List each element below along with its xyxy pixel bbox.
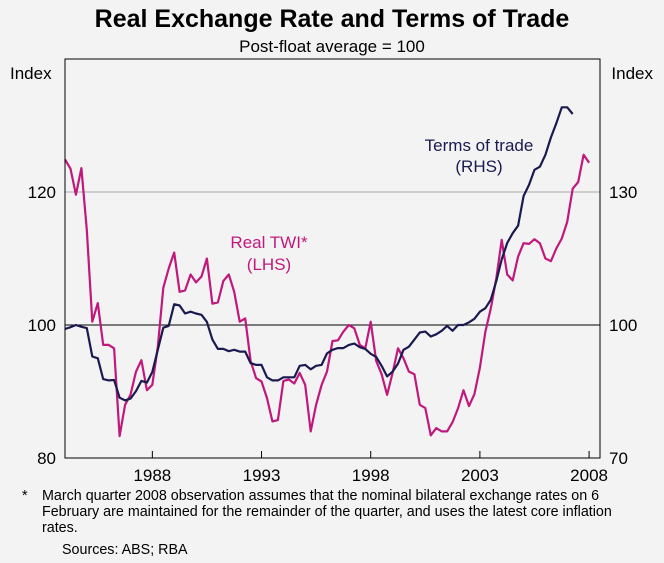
sources: Sources: ABS; RBA — [62, 542, 188, 558]
x-tick-label: 1998 — [352, 466, 390, 485]
footnote: * March quarter 2008 observation assumes… — [22, 488, 642, 536]
x-tick-label: 1993 — [243, 466, 281, 485]
terms-of-trade-sublabel: (RHS) — [455, 157, 502, 176]
chart-subtitle: Post-float average = 100 — [239, 37, 425, 56]
terms-of-trade-line — [64, 106, 574, 402]
right-tick-label: 100 — [609, 316, 637, 335]
left-tick-label: 100 — [28, 316, 56, 335]
right-tick-label: 70 — [609, 449, 628, 468]
left-axis-title: Index — [10, 64, 52, 83]
chart: Real Exchange Rate and Terms of Trade Po… — [10, 5, 653, 485]
chart-title: Real Exchange Rate and Terms of Trade — [95, 5, 570, 33]
x-tick-label: 1988 — [133, 466, 171, 485]
right-axis-title: Index — [611, 64, 653, 83]
real-twi-line — [64, 153, 591, 438]
real-twi-sublabel: (LHS) — [247, 255, 291, 274]
terms-of-trade-label: Terms of trade — [425, 136, 534, 155]
x-tick-label: 2008 — [570, 466, 608, 485]
plot-frame — [64, 58, 601, 459]
footnote-text: March quarter 2008 observation assumes t… — [42, 488, 612, 536]
left-tick-label: 120 — [28, 183, 56, 202]
right-tick-label: 130 — [609, 183, 637, 202]
real-twi-label: Real TWI* — [230, 233, 308, 252]
axis-ticks: 1988 1993 1998 2003 2008 80 100 120 70 100 130 — [28, 183, 638, 485]
footnote-marker: * — [22, 488, 28, 504]
x-tick-label: 2003 — [461, 466, 499, 485]
gridlines — [65, 191, 600, 326]
left-tick-label: 80 — [37, 449, 56, 468]
series-lines — [64, 106, 591, 438]
